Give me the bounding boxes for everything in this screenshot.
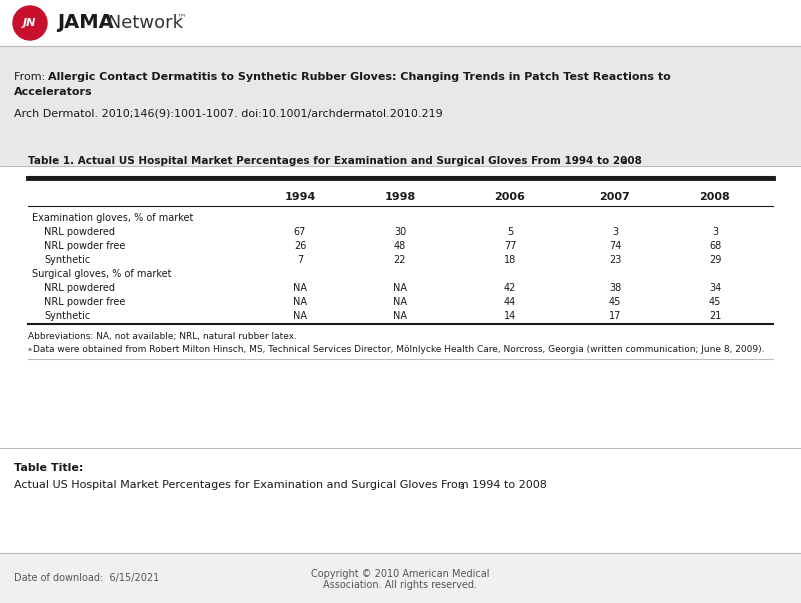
Bar [0,46,801,166]
Text: 34: 34 [709,283,721,293]
Text: 18: 18 [504,255,516,265]
Text: 48: 48 [394,241,406,251]
Text: 2008: 2008 [699,192,731,202]
Text: a: a [28,347,32,352]
Text: Surgical gloves, % of market: Surgical gloves, % of market [32,269,171,279]
Text: a: a [622,157,627,166]
Text: NRL powdered: NRL powdered [44,283,115,293]
Text: 38: 38 [609,283,621,293]
Text: 67: 67 [294,227,306,237]
Text: Arch Dermatol. 2010;146(9):1001-1007. doi:10.1001/archdermatol.2010.219: Arch Dermatol. 2010;146(9):1001-1007. do… [14,108,443,118]
Text: 3: 3 [612,227,618,237]
Text: 42: 42 [504,283,516,293]
Text: 1998: 1998 [384,192,416,202]
Text: 3: 3 [712,227,718,237]
Text: Network: Network [102,14,183,32]
Text: 2006: 2006 [494,192,525,202]
Text: Table 1. Actual US Hospital Market Percentages for Examination and Surgical Glov: Table 1. Actual US Hospital Market Perce… [28,156,642,166]
Text: 17: 17 [609,311,622,321]
Text: Actual US Hospital Market Percentages for Examination and Surgical Gloves From 1: Actual US Hospital Market Percentages fo… [14,480,547,490]
Text: 21: 21 [709,311,721,321]
Text: 1994: 1994 [284,192,316,202]
Text: Date of download:  6/15/2021: Date of download: 6/15/2021 [14,573,159,583]
Text: NRL powder free: NRL powder free [44,297,126,307]
Text: Synthetic: Synthetic [44,255,91,265]
Text: Allergic Contact Dermatitis to Synthetic Rubber Gloves: Changing Trends in Patch: Allergic Contact Dermatitis to Synthetic… [48,72,670,82]
Text: From:: From: [14,72,49,82]
Text: 30: 30 [394,227,406,237]
Text: NA: NA [393,311,407,321]
Text: 23: 23 [609,255,622,265]
Text: Examination gloves, % of market: Examination gloves, % of market [32,213,193,223]
Text: Copyright © 2010 American Medical: Copyright © 2010 American Medical [311,569,489,579]
Text: 5: 5 [507,227,513,237]
Text: NA: NA [393,297,407,307]
Text: NA: NA [293,283,307,293]
Text: Abbreviations: NA, not available; NRL, natural rubber latex.: Abbreviations: NA, not available; NRL, n… [28,332,297,341]
Text: a: a [459,482,464,491]
Text: NA: NA [293,311,307,321]
Circle shape [13,6,47,40]
Bar [0,166,801,603]
Bar [0,553,801,603]
Text: 45: 45 [609,297,622,307]
Text: Synthetic: Synthetic [44,311,91,321]
Text: NRL powdered: NRL powdered [44,227,115,237]
Text: Accelerators: Accelerators [14,87,93,97]
Text: 44: 44 [504,297,516,307]
Text: 29: 29 [709,255,721,265]
Text: 22: 22 [394,255,406,265]
Text: NA: NA [393,283,407,293]
Text: 26: 26 [294,241,306,251]
Text: NA: NA [293,297,307,307]
Text: 14: 14 [504,311,516,321]
Text: Association. All rights reserved.: Association. All rights reserved. [323,580,477,590]
Text: 77: 77 [504,241,517,251]
Text: JN: JN [23,18,37,28]
Text: 74: 74 [609,241,622,251]
Text: 68: 68 [709,241,721,251]
Text: 2007: 2007 [600,192,630,202]
Text: ™: ™ [177,12,187,22]
Text: NRL powder free: NRL powder free [44,241,126,251]
Text: Data were obtained from Robert Milton Hinsch, MS, Technical Services Director, M: Data were obtained from Robert Milton Hi… [33,344,764,353]
Text: JAMA: JAMA [57,13,114,33]
Text: 45: 45 [709,297,721,307]
Text: 7: 7 [297,255,303,265]
Bar [0,0,801,46]
Text: Table Title:: Table Title: [14,463,83,473]
